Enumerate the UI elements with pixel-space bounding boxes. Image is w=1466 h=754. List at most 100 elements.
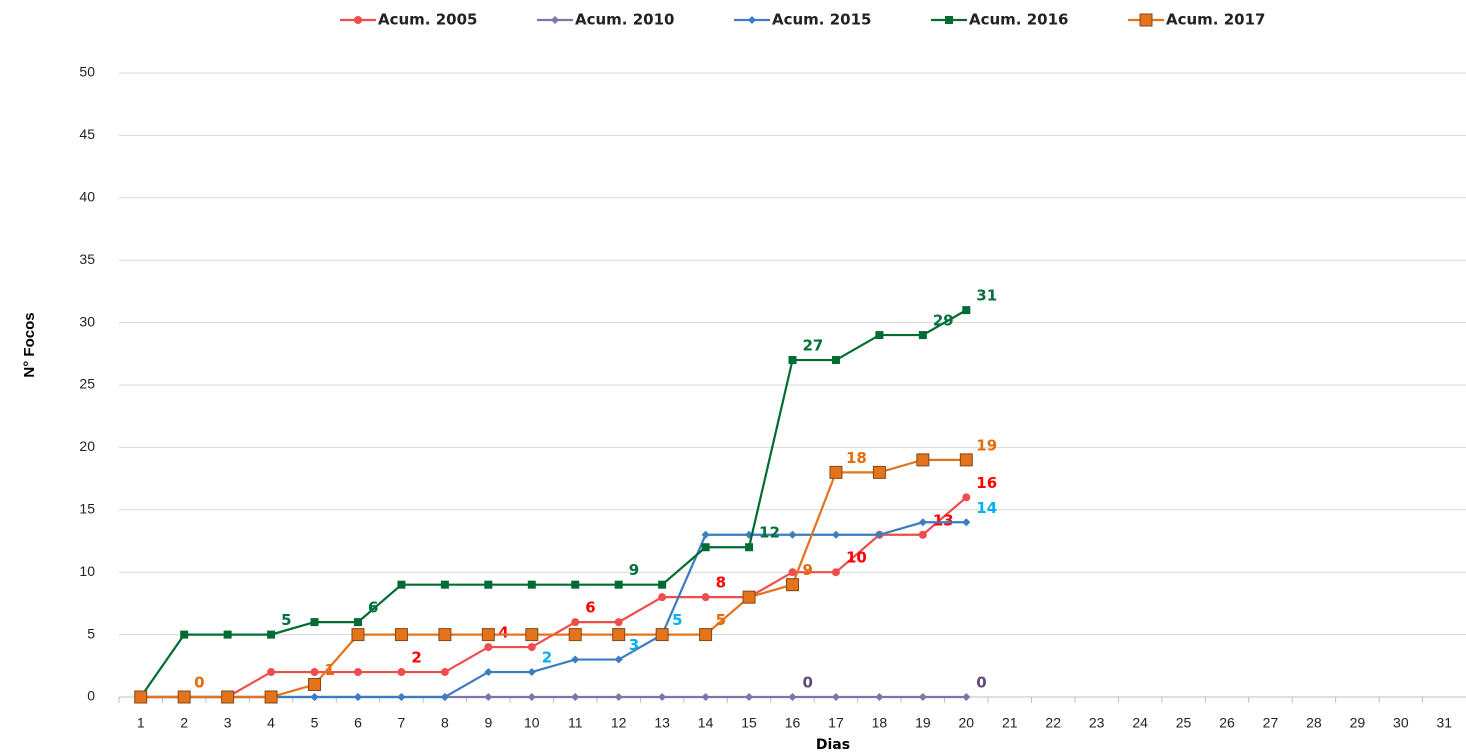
data-point bbox=[310, 618, 319, 627]
data-point bbox=[918, 693, 927, 701]
data-point bbox=[527, 643, 536, 652]
legend-marker bbox=[551, 16, 559, 24]
data-point bbox=[527, 580, 536, 589]
data-point bbox=[962, 693, 971, 701]
legend-label: Acum. 2010 bbox=[575, 11, 674, 29]
data-point bbox=[614, 618, 623, 627]
x-tick-label: 4 bbox=[267, 715, 275, 731]
data-point bbox=[397, 668, 406, 677]
data-point bbox=[831, 568, 840, 577]
data-point bbox=[788, 693, 797, 701]
x-tick-label: 19 bbox=[915, 715, 931, 731]
data-point bbox=[484, 693, 493, 701]
data-label: 5 bbox=[716, 611, 726, 629]
data-label: 29 bbox=[933, 312, 954, 330]
x-tick-label: 27 bbox=[1263, 715, 1279, 731]
data-point bbox=[134, 690, 148, 704]
x-tick-label: 10 bbox=[524, 715, 540, 731]
legend-marker bbox=[945, 16, 953, 24]
data-point bbox=[916, 453, 930, 467]
data-point bbox=[267, 668, 276, 677]
data-point bbox=[745, 693, 754, 701]
data-point bbox=[875, 693, 884, 701]
data-label: 31 bbox=[976, 287, 997, 305]
legend-marker bbox=[748, 16, 756, 24]
data-point bbox=[788, 530, 797, 539]
y-tick-label: 30 bbox=[79, 313, 95, 329]
legend-marker bbox=[354, 16, 362, 24]
data-point bbox=[571, 693, 580, 701]
data-point bbox=[397, 693, 406, 701]
data-point bbox=[701, 530, 710, 539]
x-tick-label: 20 bbox=[959, 715, 975, 731]
data-label: 2 bbox=[411, 649, 421, 667]
y-tick-label: 20 bbox=[79, 438, 95, 454]
x-tick-label: 1 bbox=[137, 715, 145, 731]
data-label: 27 bbox=[803, 337, 824, 355]
data-point bbox=[962, 493, 971, 502]
data-label: 9 bbox=[803, 561, 813, 579]
data-point bbox=[481, 628, 495, 642]
x-tick-label: 13 bbox=[654, 715, 670, 731]
data-point bbox=[571, 618, 580, 627]
data-point bbox=[788, 356, 797, 365]
x-tick-label: 5 bbox=[311, 715, 319, 731]
y-tick-label: 45 bbox=[79, 126, 95, 142]
data-point bbox=[701, 543, 710, 552]
series-line bbox=[140, 458, 967, 699]
data-point bbox=[353, 618, 362, 627]
data-point bbox=[829, 465, 843, 479]
y-tick-label: 25 bbox=[79, 376, 95, 392]
data-point bbox=[788, 568, 797, 577]
data-point bbox=[786, 578, 799, 592]
series-line bbox=[140, 496, 968, 699]
y-tick-label: 0 bbox=[87, 688, 95, 704]
data-point bbox=[264, 690, 278, 704]
data-label: 5 bbox=[281, 611, 291, 629]
data-label: 1 bbox=[325, 661, 335, 679]
data-point bbox=[180, 630, 189, 639]
data-label: 0 bbox=[976, 674, 986, 692]
data-point bbox=[875, 331, 884, 340]
series-line bbox=[139, 309, 967, 698]
x-tick-label: 25 bbox=[1176, 715, 1192, 731]
data-label: 16 bbox=[976, 474, 997, 492]
x-tick-label: 9 bbox=[484, 715, 492, 731]
x-tick-label: 2 bbox=[180, 715, 188, 731]
data-point bbox=[658, 580, 667, 589]
data-label: 13 bbox=[933, 511, 954, 529]
legend-label: Acum. 2017 bbox=[1166, 11, 1265, 29]
x-tick-label: 29 bbox=[1350, 715, 1366, 731]
y-tick-label: 10 bbox=[79, 563, 95, 579]
data-point bbox=[527, 668, 536, 677]
data-point bbox=[353, 668, 362, 677]
data-label: 14 bbox=[976, 499, 997, 517]
data-point bbox=[177, 690, 191, 704]
data-label: 19 bbox=[976, 436, 997, 454]
y-axis-title: N° Focos bbox=[21, 312, 38, 377]
data-point bbox=[918, 518, 927, 527]
data-label: 6 bbox=[368, 599, 378, 617]
data-label: 0 bbox=[194, 674, 204, 692]
legend-label: Acum. 2016 bbox=[969, 11, 1068, 29]
x-tick-label: 28 bbox=[1306, 715, 1322, 731]
data-point bbox=[310, 693, 319, 701]
x-tick-label: 6 bbox=[354, 715, 362, 731]
data-point bbox=[745, 543, 754, 552]
data-point bbox=[440, 693, 449, 701]
data-label: 6 bbox=[585, 599, 595, 617]
data-point bbox=[527, 693, 536, 701]
data-point bbox=[962, 518, 971, 527]
data-point bbox=[484, 643, 493, 652]
data-point bbox=[440, 668, 449, 677]
x-tick-label: 11 bbox=[568, 715, 583, 731]
x-tick-label: 30 bbox=[1393, 715, 1409, 731]
data-point bbox=[438, 628, 452, 642]
x-tick-label: 31 bbox=[1436, 715, 1452, 731]
data-point bbox=[831, 530, 840, 539]
x-tick-label: 24 bbox=[1132, 715, 1148, 731]
y-tick-label: 35 bbox=[79, 251, 95, 267]
data-label: 3 bbox=[629, 636, 639, 654]
data-point bbox=[440, 580, 449, 589]
